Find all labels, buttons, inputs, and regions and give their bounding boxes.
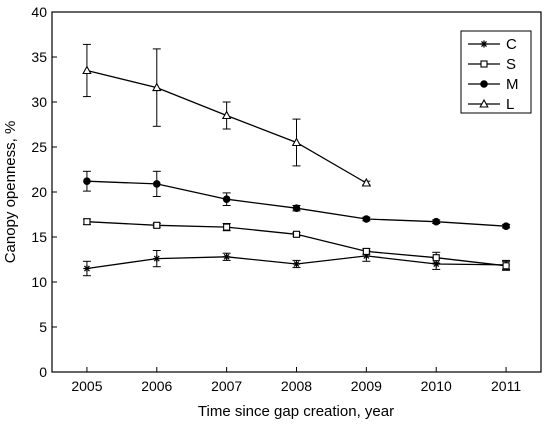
data-point-s: [432, 254, 440, 262]
y-tick-label: 30: [31, 94, 47, 110]
data-point-s: [502, 262, 510, 270]
y-tick-label: 5: [39, 319, 47, 335]
legend-label: M: [506, 76, 519, 93]
x-tick-label: 2007: [211, 378, 242, 394]
series-m: [82, 170, 511, 230]
legend-marker: [480, 60, 488, 68]
data-point-s: [153, 221, 161, 229]
data-point-s: [83, 218, 91, 226]
x-axis-title: Time since gap creation, year: [198, 403, 394, 420]
data-point-l: [361, 177, 372, 187]
legend-marker: [479, 98, 489, 108]
y-tick-label: 25: [31, 139, 47, 155]
legend-label: S: [506, 56, 516, 73]
legend-label: L: [506, 96, 514, 113]
data-point-l: [291, 137, 302, 147]
data-point-c: [83, 264, 91, 273]
series-s: [82, 218, 511, 271]
x-tick-label: 2006: [141, 378, 172, 394]
y-tick-label: 15: [31, 229, 47, 245]
data-point-m: [432, 217, 441, 226]
legend-item-m: M: [468, 76, 519, 93]
data-point-m: [83, 177, 91, 185]
legend-item-c: C: [468, 36, 517, 53]
series-layer: [82, 43, 511, 277]
legend-item-s: S: [468, 56, 516, 73]
y-tick-label: 35: [31, 49, 47, 65]
data-point-m: [222, 195, 231, 203]
data-point-s: [223, 223, 231, 231]
series-c: [82, 250, 511, 277]
data-point-m: [502, 222, 510, 230]
legend-marker: [480, 80, 488, 88]
y-tick-label: 20: [31, 184, 47, 200]
x-tick-label: 2009: [351, 378, 382, 394]
data-point-m: [152, 180, 161, 188]
y-axis-ticks: 0 5 10 15 20 25 30 35 40: [31, 4, 57, 380]
x-tick-label: 2008: [281, 378, 312, 394]
data-point-c: [153, 255, 161, 263]
series-line-m: [86, 180, 507, 227]
x-tick-label: 2005: [71, 378, 102, 394]
y-tick-label: 10: [31, 274, 47, 290]
data-point-m: [292, 204, 301, 212]
x-tick-label: 2010: [421, 378, 452, 394]
data-point-m: [362, 215, 371, 223]
data-point-c: [292, 260, 301, 268]
y-tick-label: 0: [39, 364, 47, 380]
data-point-l: [82, 65, 92, 75]
legend-item-l: L: [468, 96, 514, 113]
legend-label: C: [506, 36, 517, 53]
legend-frame: [460, 30, 532, 114]
y-axis-title: Canopy openness, %: [2, 121, 19, 264]
data-point-c: [223, 253, 231, 261]
data-point-c: [432, 260, 440, 268]
legend-marker: [480, 40, 488, 48]
data-point-l: [221, 110, 232, 120]
data-point-s: [292, 230, 301, 238]
data-point-l: [152, 82, 162, 92]
series-l: [82, 43, 372, 187]
y-tick-label: 40: [31, 4, 47, 20]
data-point-s: [362, 247, 370, 255]
x-tick-label: 2011: [491, 378, 521, 394]
x-axis-ticks: 2005 2006 2007 2008 2009 2010 2011: [71, 367, 521, 394]
